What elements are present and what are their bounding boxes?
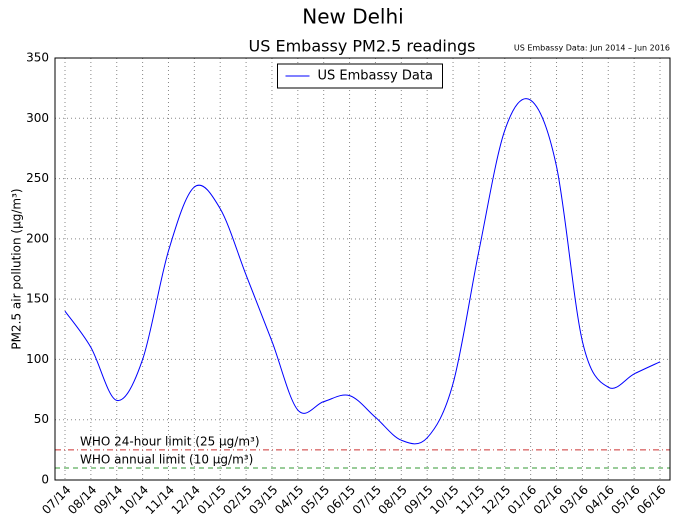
y-tick-label: 100 xyxy=(26,352,49,366)
y-tick-label: 0 xyxy=(41,473,49,487)
y-tick-label: 350 xyxy=(26,51,49,65)
data-line xyxy=(64,98,661,445)
y-axis-label: PM2.5 air pollution (µg/m³) xyxy=(10,188,24,349)
reference-label: WHO annual limit (10 µg/m³) xyxy=(80,452,253,466)
y-tick-label: 300 xyxy=(26,111,49,125)
reference-label: WHO 24-hour limit (25 µg/m³) xyxy=(80,434,260,448)
legend-label: US Embassy Data xyxy=(318,69,433,84)
x-tick-label: 06/16 xyxy=(634,483,668,516)
y-tick-label: 250 xyxy=(26,171,49,185)
y-tick-label: 150 xyxy=(26,292,49,306)
chart-title: New Delhi xyxy=(302,5,403,29)
y-tick-label: 200 xyxy=(26,231,49,245)
y-tick-label: 50 xyxy=(34,412,49,426)
chart-subtitle: US Embassy PM2.5 readings xyxy=(249,37,476,56)
note: US Embassy Data: Jun 2014 – Jun 2016 xyxy=(514,44,670,53)
plot-frame xyxy=(54,57,671,481)
